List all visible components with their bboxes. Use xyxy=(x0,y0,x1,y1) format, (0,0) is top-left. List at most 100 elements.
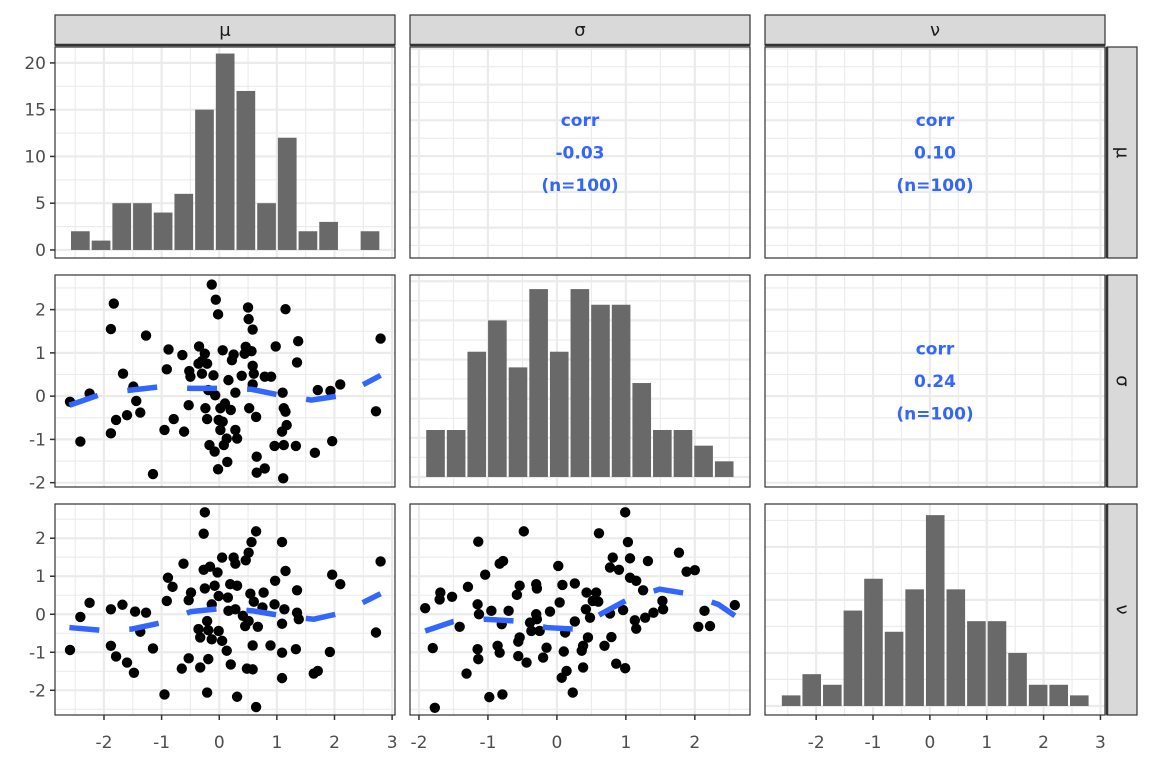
point xyxy=(277,387,288,398)
point xyxy=(167,581,178,593)
histogram-bar xyxy=(823,684,842,706)
point xyxy=(147,468,159,480)
point xyxy=(631,623,642,634)
point xyxy=(250,701,262,713)
panel-border xyxy=(409,503,751,716)
strip-background xyxy=(1106,503,1138,716)
histogram-bar xyxy=(884,631,904,706)
point xyxy=(230,558,241,569)
point xyxy=(159,424,170,436)
point xyxy=(212,464,224,475)
point xyxy=(269,599,280,610)
point xyxy=(84,597,95,609)
point xyxy=(511,589,523,601)
point xyxy=(231,580,243,591)
point xyxy=(265,371,277,382)
right-strip: ν xyxy=(1105,503,1138,716)
point xyxy=(593,528,605,539)
point xyxy=(203,625,214,636)
histogram-bar xyxy=(549,351,569,477)
point xyxy=(225,404,236,416)
histogram-bar xyxy=(133,203,152,250)
strip-background xyxy=(1106,46,1138,259)
strip-label: ν xyxy=(930,20,940,41)
point xyxy=(370,627,382,638)
histogram-bar xyxy=(215,53,235,250)
point xyxy=(178,558,189,569)
point xyxy=(577,662,589,673)
point xyxy=(278,439,289,451)
point xyxy=(617,604,629,616)
point xyxy=(513,650,524,662)
point xyxy=(473,536,484,547)
point xyxy=(168,413,179,425)
point xyxy=(276,536,288,548)
top-strip: σ xyxy=(409,14,751,47)
point xyxy=(290,644,302,655)
panel-2-0 xyxy=(54,503,396,716)
x-tick-label: 2 xyxy=(689,733,700,753)
gridlines xyxy=(765,47,1105,258)
point xyxy=(206,279,217,290)
point xyxy=(276,618,288,629)
histogram-bar xyxy=(71,231,90,250)
histogram-bar xyxy=(426,430,445,477)
point xyxy=(258,587,269,598)
panel-1-2: corr 0.24 (n=100) xyxy=(764,274,1106,488)
histogram-bar xyxy=(673,430,693,477)
y-tick-label: -1 xyxy=(29,430,46,450)
panel-border xyxy=(764,274,1106,488)
x-tick-label: -2 xyxy=(808,733,825,753)
point xyxy=(427,642,438,654)
point xyxy=(326,435,338,447)
point xyxy=(325,385,336,397)
panel-border xyxy=(409,274,751,488)
point xyxy=(105,604,117,615)
histogram-bar xyxy=(1070,695,1089,706)
panel-border xyxy=(54,503,396,716)
panel-border xyxy=(764,46,1106,259)
histogram-bar xyxy=(591,304,610,477)
point xyxy=(117,599,128,610)
strip-label: μ xyxy=(219,20,231,41)
point xyxy=(121,657,133,668)
smooth-line xyxy=(69,591,382,633)
point xyxy=(567,687,578,698)
corr-value: 0.10 xyxy=(914,144,956,164)
point xyxy=(569,578,581,589)
point xyxy=(178,426,190,437)
point xyxy=(183,653,194,664)
point xyxy=(231,433,243,444)
y-tick-label: 20 xyxy=(24,54,46,74)
histogram-bar xyxy=(1049,684,1069,706)
point xyxy=(557,579,568,591)
point xyxy=(246,536,257,548)
point xyxy=(553,560,564,572)
histogram-bar xyxy=(925,515,945,706)
point xyxy=(479,569,491,580)
point xyxy=(195,662,206,673)
point xyxy=(230,424,241,436)
strip-background xyxy=(1106,274,1138,488)
histogram-bar xyxy=(319,221,338,250)
point xyxy=(292,335,304,347)
point xyxy=(250,411,262,423)
point xyxy=(462,581,474,593)
point xyxy=(231,691,243,702)
histogram-bar xyxy=(653,430,672,477)
point xyxy=(531,583,543,594)
corr-label: corr xyxy=(916,340,955,360)
point xyxy=(201,687,213,698)
point xyxy=(312,665,323,677)
point xyxy=(239,620,251,632)
x-tick-label: 3 xyxy=(387,733,398,753)
point xyxy=(473,609,485,620)
panel-0-2: corr 0.10 (n=100) xyxy=(764,46,1106,259)
point xyxy=(200,403,211,414)
point xyxy=(513,636,524,647)
point xyxy=(140,607,152,618)
point xyxy=(242,302,254,313)
point xyxy=(461,668,472,679)
scatter-points xyxy=(64,507,386,713)
histogram-bar xyxy=(236,90,256,250)
